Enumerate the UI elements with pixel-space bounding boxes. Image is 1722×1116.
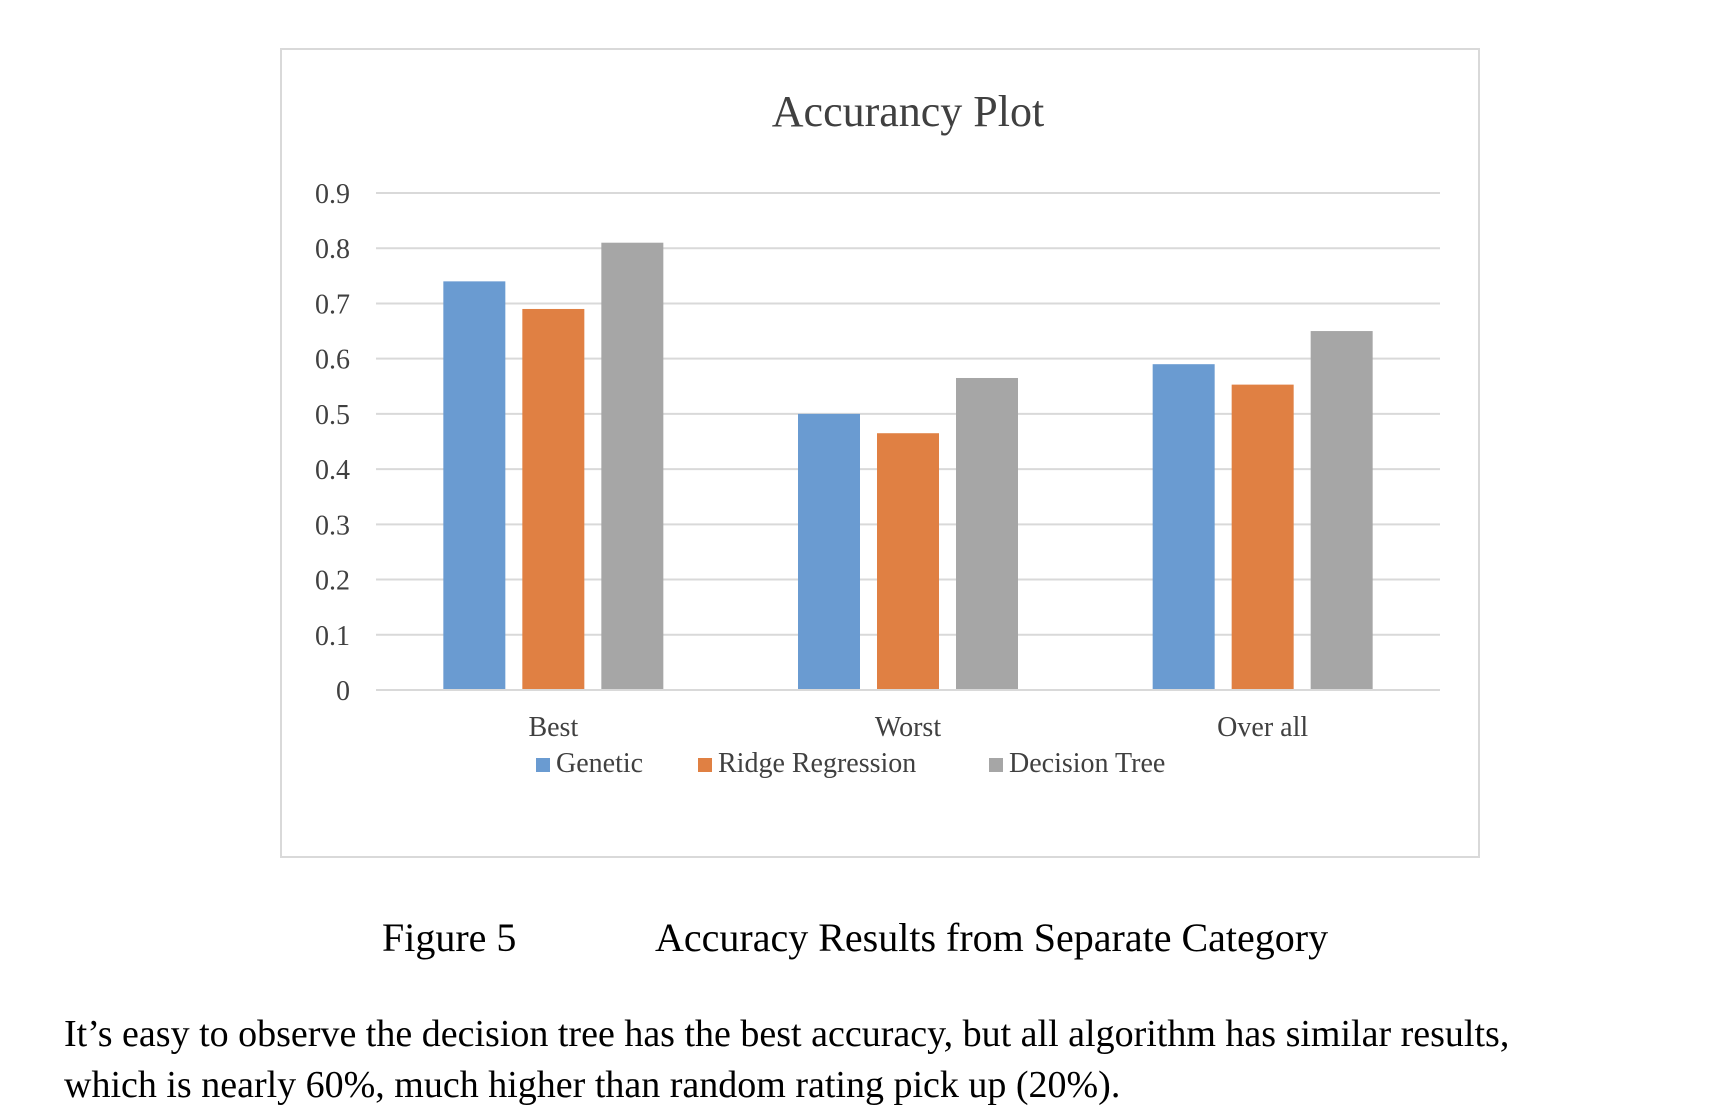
paragraph-line-2: which is nearly 60%, much higher than ra… bbox=[64, 1064, 1121, 1106]
chart-title: Accurancy Plot bbox=[772, 87, 1044, 136]
bar-genetic bbox=[443, 281, 506, 690]
y-tick-label: 0.4 bbox=[315, 455, 350, 486]
figure-number: Figure 5 bbox=[382, 915, 517, 960]
accuracy-bar-chart: Accurancy Plot 0 0.1 0.2 0.3 0.4 0.5 0.6 0.7 0.8 0… bbox=[315, 87, 1440, 779]
bar-decision-tree bbox=[956, 377, 1018, 690]
x-tick-label: Over all bbox=[1217, 712, 1308, 743]
bar-ridge-regression bbox=[522, 308, 585, 690]
y-tick-label: 0.9 bbox=[315, 179, 350, 210]
y-tick-label: 0.5 bbox=[315, 400, 350, 431]
legend-label: Ridge Regression bbox=[718, 748, 916, 779]
legend-label: Decision Tree bbox=[1009, 748, 1165, 779]
legend-swatch bbox=[536, 758, 550, 772]
bar-genetic bbox=[1152, 364, 1215, 690]
x-tick-label: Best bbox=[528, 712, 578, 743]
bar-decision-tree bbox=[601, 242, 664, 690]
legend-swatch bbox=[698, 758, 712, 772]
y-tick-label: 0.2 bbox=[315, 566, 350, 597]
bar-ridge-regression bbox=[1231, 384, 1294, 690]
figure-caption: Accuracy Results from Separate Category bbox=[655, 915, 1329, 960]
chart-frame: Accurancy Plot 0 0.1 0.2 0.3 0.4 0.5 0.6 0.7 0.8 0… bbox=[280, 48, 1480, 858]
y-tick-label: 0 bbox=[336, 676, 350, 707]
legend-label: Genetic bbox=[556, 748, 643, 779]
bar-decision-tree bbox=[1310, 331, 1373, 690]
y-tick-label: 0.1 bbox=[315, 621, 350, 652]
y-tick-label: 0.6 bbox=[315, 345, 350, 376]
x-tick-label: Worst bbox=[875, 712, 941, 743]
bar-ridge-regression bbox=[877, 433, 939, 690]
y-tick-label: 0.7 bbox=[315, 289, 350, 320]
legend-swatch bbox=[989, 758, 1003, 772]
y-tick-label: 0.3 bbox=[315, 510, 350, 541]
y-tick-label: 0.8 bbox=[315, 234, 350, 265]
paragraph-line-1: It’s easy to observe the decision tree h… bbox=[64, 1013, 1510, 1055]
bar-genetic bbox=[798, 413, 860, 690]
